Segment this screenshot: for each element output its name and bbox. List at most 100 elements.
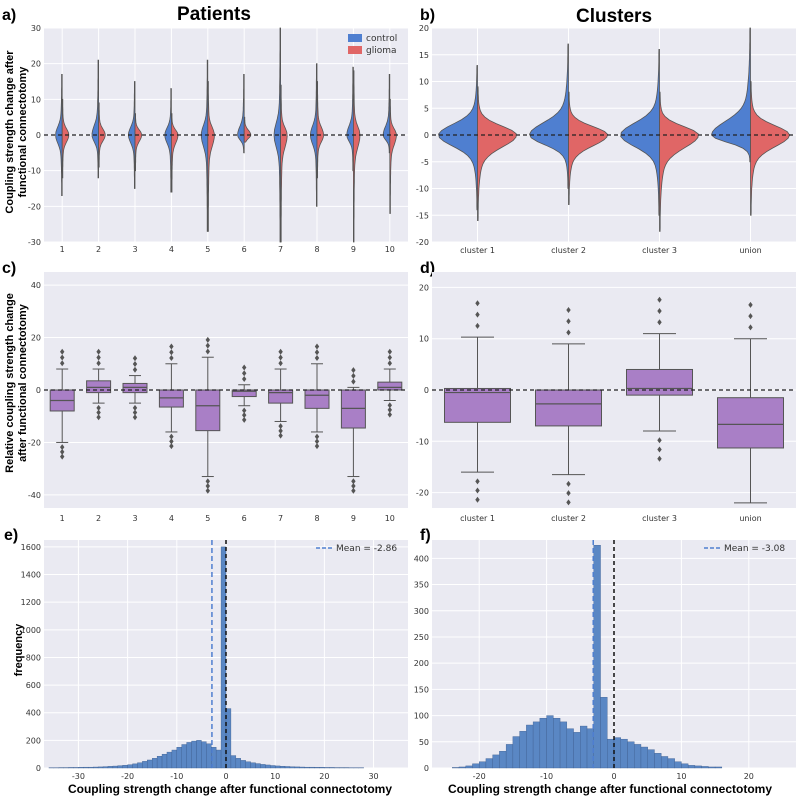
violin-patients-violin-control-6 bbox=[237, 73, 245, 154]
violin-patients-ytick-label: -10 bbox=[28, 167, 41, 176]
hist-patients-bar-11 bbox=[102, 766, 109, 769]
violin-patients-violin-control-4 bbox=[164, 88, 172, 193]
box-patients-box-1-outlier bbox=[60, 348, 65, 355]
hist-patients-bar-21 bbox=[152, 758, 158, 769]
violin-patients-xtick-label: 2 bbox=[96, 245, 101, 254]
hist-clusters-bar-16 bbox=[559, 721, 568, 769]
box-patients-box-5-outlier bbox=[205, 336, 210, 343]
hist-patients-bar-20 bbox=[147, 759, 153, 769]
hist-clusters-bar-8 bbox=[505, 744, 514, 769]
box-patients-box-6-outlier bbox=[242, 370, 247, 377]
hist-clusters-ytick-label: 150 bbox=[414, 685, 429, 694]
violin-clusters-ytick-label: -20 bbox=[416, 238, 429, 247]
box-clusters-box-cluster-3-iqr bbox=[626, 368, 693, 396]
box-clusters-box-cluster-2-outlier bbox=[566, 329, 571, 336]
box-patients-box-7-outlier bbox=[278, 423, 283, 430]
box-patients-box-6-outlier bbox=[242, 407, 247, 414]
hist-clusters-xtick-label: 10 bbox=[676, 772, 686, 781]
hist-patients-ytick-label: 200 bbox=[26, 736, 41, 745]
hist-patients-xtick-label: 0 bbox=[223, 772, 228, 781]
box-patients-box-6 bbox=[231, 364, 257, 423]
hist-clusters-bar-38 bbox=[708, 766, 716, 769]
box-patients-box-10-outlier bbox=[387, 411, 392, 418]
hist-patients-xtick-label: 20 bbox=[319, 772, 329, 781]
violin-patients-xtick-label: 5 bbox=[205, 245, 210, 254]
violin-clusters-ytick-label: 20 bbox=[419, 24, 429, 33]
box-patients-box-3-outlier bbox=[132, 366, 138, 373]
box-clusters-box-cluster-2-outlier bbox=[566, 499, 571, 506]
box-patients-box-6-iqr bbox=[231, 389, 257, 398]
box-clusters-box-cluster-3-outlier bbox=[657, 437, 662, 444]
hist-clusters-bar-24 bbox=[613, 737, 621, 769]
box-patients-box-2-outlier bbox=[96, 354, 101, 361]
hist-patients-bar-13 bbox=[112, 765, 118, 769]
hist-patients-bar-39 bbox=[240, 760, 246, 769]
box-patients-box-8-outlier bbox=[314, 443, 320, 450]
box-patients-box-2-iqr bbox=[86, 380, 112, 394]
box-patients-box-8-outlier bbox=[314, 343, 320, 350]
box-clusters-box-cluster-2-outlier bbox=[566, 306, 571, 313]
box-clusters-box-cluster-3-outlier bbox=[657, 319, 662, 326]
box-patients-box-6-outlier bbox=[242, 416, 247, 423]
hist-patients-xtick-label: -30 bbox=[72, 772, 85, 781]
hist-patients-bar-52 bbox=[304, 766, 310, 769]
violin-patients-xtick-label: 1 bbox=[60, 245, 65, 254]
hist-clusters-bar-37 bbox=[701, 766, 709, 769]
hist-clusters-xtick-label: -10 bbox=[540, 772, 553, 781]
box-patients-box-10-outlier bbox=[387, 360, 392, 367]
hist-clusters-bar-14 bbox=[546, 715, 554, 769]
hist-clusters-bar-23 bbox=[607, 738, 615, 769]
hist-patients-bar-7 bbox=[83, 766, 89, 769]
hist-clusters-xtick-label: -20 bbox=[473, 772, 486, 781]
box-patients-box-9-outlier bbox=[351, 478, 356, 485]
hist-patients-bar-4 bbox=[68, 767, 74, 769]
hist-patients-bar-18 bbox=[137, 762, 143, 769]
violin-clusters-ytick-label: 15 bbox=[419, 51, 429, 60]
panel-letter-c: c) bbox=[2, 260, 16, 277]
hist-patients-bar-54 bbox=[314, 767, 320, 769]
hist-clusters-bar-31 bbox=[660, 756, 669, 769]
violin-clusters-violin-control-union bbox=[710, 27, 751, 163]
box-patients-box-5-outlier bbox=[205, 342, 210, 349]
box-patients-box-7-iqr bbox=[268, 389, 294, 404]
hist-clusters-xtick-label: 0 bbox=[611, 772, 616, 781]
box-patients-box-3-outlier bbox=[132, 361, 138, 368]
box-patients-xtick-label: 1 bbox=[60, 514, 65, 523]
box-patients-box-4-outlier bbox=[169, 349, 174, 356]
panel-letter-d: d) bbox=[420, 260, 435, 277]
box-patients-ytick-label: 0 bbox=[36, 386, 41, 395]
hist-clusters-bar-29 bbox=[647, 749, 655, 769]
hist-patients-bar-27 bbox=[181, 744, 187, 769]
box-clusters-box-cluster-1-outlier bbox=[475, 322, 480, 329]
hist-clusters-bar-35 bbox=[687, 765, 696, 769]
box-clusters-box-cluster-3 bbox=[626, 296, 693, 462]
box-patients-box-10-outlier bbox=[387, 354, 392, 361]
hist-clusters-bar-27 bbox=[634, 744, 642, 769]
box-patients-xtick-label: 7 bbox=[278, 514, 283, 523]
violin-patients-xtick-label: 10 bbox=[385, 245, 395, 254]
violin-patients-xtick-label: 9 bbox=[351, 245, 356, 254]
box-clusters-box-cluster-1-outlier bbox=[475, 487, 480, 494]
violin-clusters-ytick-label: -5 bbox=[421, 158, 429, 167]
box-clusters-box-cluster-3-outlier bbox=[657, 446, 662, 453]
hist-clusters-ytick-label: 0 bbox=[424, 764, 429, 773]
box-patients-box-3-outlier bbox=[132, 414, 138, 421]
hist-patients-bar-5 bbox=[73, 767, 79, 769]
hist-patients-bar-46 bbox=[274, 765, 281, 769]
box-patients-ytick-label: -40 bbox=[28, 491, 41, 500]
box-patients-box-2-outlier bbox=[96, 360, 101, 367]
box-patients-ytick-label: -20 bbox=[28, 438, 41, 447]
box-patients-box-7-outlier bbox=[278, 360, 283, 367]
box-patients-box-10-outlier bbox=[387, 348, 392, 355]
hist-patients-xtick-label: 30 bbox=[368, 772, 378, 781]
violin-clusters-ytick-label: -15 bbox=[416, 211, 429, 220]
violin-patients-legend-swatch-control bbox=[348, 34, 362, 42]
box-clusters-box-cluster-1-outlier bbox=[475, 311, 480, 318]
hist-clusters-bar-21 bbox=[593, 545, 601, 769]
hist-clusters-ytick-label: 100 bbox=[414, 712, 429, 721]
hist-clusters-bar-18 bbox=[573, 732, 581, 769]
violin-patients-violin-glioma-8 bbox=[316, 81, 325, 179]
xlabel-f: Coupling strength change after functiona… bbox=[448, 782, 772, 796]
hist-patients-bar-57 bbox=[329, 767, 335, 769]
hist-clusters-bar-34 bbox=[681, 763, 689, 769]
